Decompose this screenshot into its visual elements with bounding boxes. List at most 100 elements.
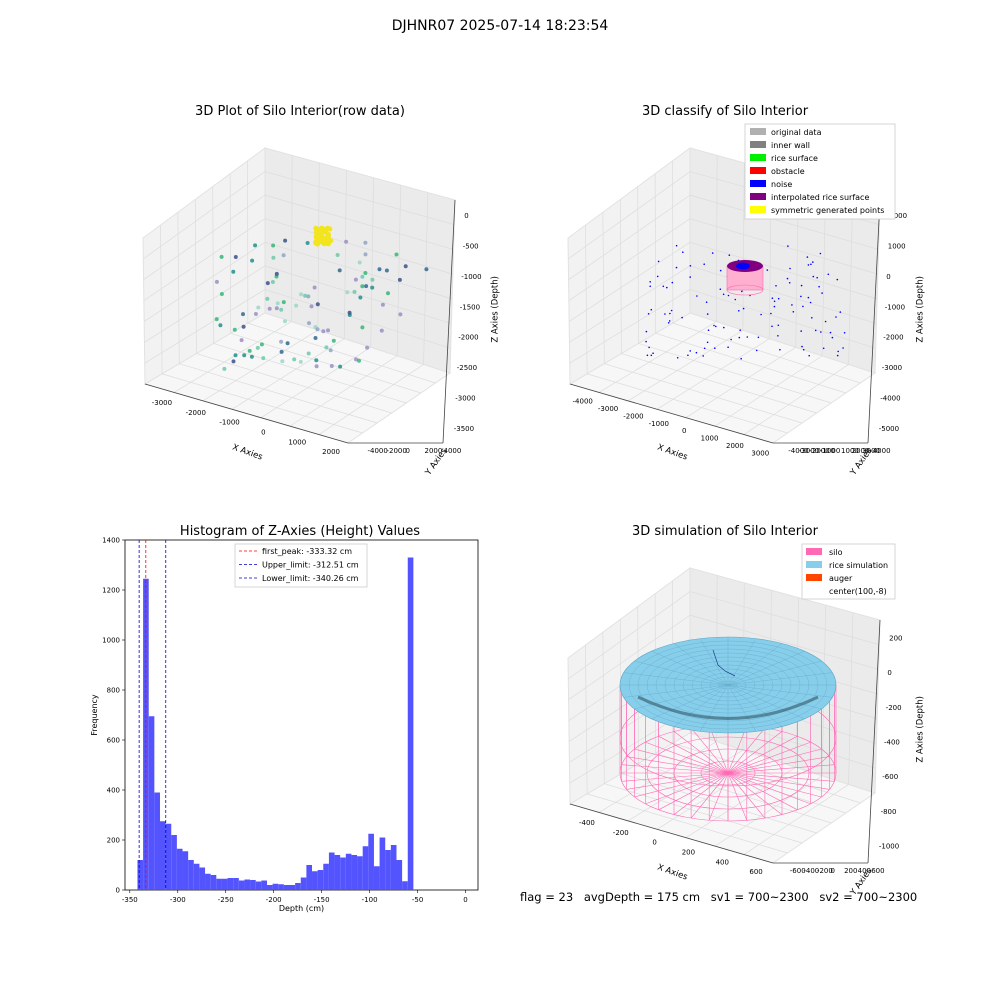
noise-point: [819, 252, 822, 255]
data-point: [309, 304, 314, 309]
noise-point: [775, 285, 777, 287]
silo-bottom-ring: [646, 736, 810, 810]
histogram-bar: [193, 863, 200, 890]
data-point: [397, 277, 402, 282]
data-point: [256, 305, 261, 310]
histogram-bar: [289, 885, 296, 890]
noise-point: [816, 276, 818, 279]
data-point: [279, 349, 284, 354]
noise-point: [689, 350, 691, 352]
histogram-bar: [250, 880, 256, 890]
panel1-grid-y: [212, 186, 214, 344]
panel1-grid-z: [264, 218, 453, 275]
panel1-grid-z: [144, 289, 266, 364]
noise-point: [787, 245, 789, 247]
rice-mesh-spoke: [623, 684, 729, 698]
noise-point: [719, 269, 722, 272]
histogram-bar: [261, 880, 267, 890]
histogram-bar: [390, 845, 397, 890]
panel1-grid-y: [162, 373, 363, 434]
data-point: [363, 252, 368, 257]
panel1-grid-z: [143, 218, 266, 301]
panel2-grid-y: [585, 225, 588, 374]
data-point: [329, 364, 334, 368]
panel1-grid-y: [229, 173, 232, 334]
panel1-ytick-label: -4000: [368, 447, 388, 455]
panel4-ztick-label: -400: [884, 739, 900, 747]
noise-point: [808, 354, 810, 357]
data-point: [353, 277, 358, 282]
data-point: [352, 289, 357, 294]
flag-text: flag = 23: [520, 890, 574, 904]
rice-mesh-spoke: [623, 672, 729, 686]
panel4-ytick-label: -600: [790, 867, 806, 875]
noise-point: [681, 316, 683, 319]
histogram-bar: [205, 873, 211, 890]
panel1-grid-y: [196, 353, 392, 414]
panel2-xlabel: X Axies: [656, 443, 689, 463]
status-footer: flag = 23 avgDepth = 175 cm sv1 = 700~23…: [520, 890, 924, 904]
data-point: [357, 358, 361, 363]
noise-point: [827, 273, 830, 276]
histogram-bar: [362, 846, 369, 890]
data-point: [285, 341, 290, 346]
legend-swatch: [750, 167, 766, 174]
data-point: [233, 353, 238, 358]
panel1-ztick-label: -3000: [455, 394, 475, 402]
noise-point: [738, 336, 741, 339]
panel3-title: Histogram of Z-Axies (Height) Values: [179, 524, 421, 539]
panel4-legend: silo rice simulation auger center(100,-8): [801, 543, 896, 600]
legend-label: center(100,-8): [829, 587, 887, 596]
panel4-ytick-label: 0: [831, 867, 835, 875]
panel1-ztick-label: -500: [463, 243, 479, 251]
data-point: [265, 281, 270, 286]
panel4-ztick-label: -800: [881, 808, 897, 816]
noise-point: [806, 256, 809, 258]
histogram-bar: [300, 877, 307, 890]
data-point: [331, 338, 336, 343]
data-point: [232, 327, 237, 332]
y-tick-label: 0: [116, 887, 120, 895]
panel4-z-axis: [867, 619, 881, 864]
noise-point: [734, 298, 737, 301]
panel1-title: 3D Plot of Silo Interior(row data): [195, 104, 405, 119]
panel2-ytick-label: -2000: [809, 447, 829, 455]
histogram-bar: [328, 852, 335, 890]
noise-point: [706, 313, 709, 315]
noise-point: [814, 329, 817, 332]
panel4-grid-z: [568, 614, 691, 701]
panel4-grid-y: [587, 793, 788, 854]
panel2-ztick-label: -4000: [880, 394, 900, 402]
panel4-grid-x: [685, 766, 796, 839]
y-tick-label: 1400: [102, 537, 120, 545]
rice-mesh-spoke: [699, 684, 729, 732]
noise-point: [695, 351, 698, 354]
panel4-grid-y: [638, 763, 832, 824]
noise-point: [682, 251, 684, 253]
histogram-bar: [351, 855, 358, 890]
histogram-bar: [154, 792, 160, 890]
noise-point: [820, 331, 822, 333]
noise-point: [800, 330, 802, 332]
noise-point: [645, 330, 648, 333]
noise-point: [671, 281, 674, 284]
noise-point: [703, 263, 705, 266]
panel1-ztick-label: -2000: [458, 334, 478, 342]
histogram-bar: [385, 850, 391, 890]
data-point: [281, 253, 286, 258]
panel4-ztick-label: -1000: [879, 843, 899, 851]
panel1-grid-z: [143, 171, 266, 260]
data-point: [315, 302, 320, 307]
noise-point: [739, 329, 741, 332]
panel4-grid-x: [743, 784, 849, 855]
histogram-bar: [159, 821, 166, 890]
data-point: [261, 356, 266, 361]
rice-mesh-spoke: [727, 684, 805, 720]
data-point: [275, 301, 280, 306]
rice-mesh-spoke: [727, 684, 757, 732]
panel2-grid-z: [568, 194, 691, 281]
panel1-z-axis: [442, 199, 456, 444]
panel1-grid-z: [264, 289, 451, 349]
histogram-bar: [171, 835, 177, 890]
panel2-ytick-label: -3000: [799, 447, 819, 455]
